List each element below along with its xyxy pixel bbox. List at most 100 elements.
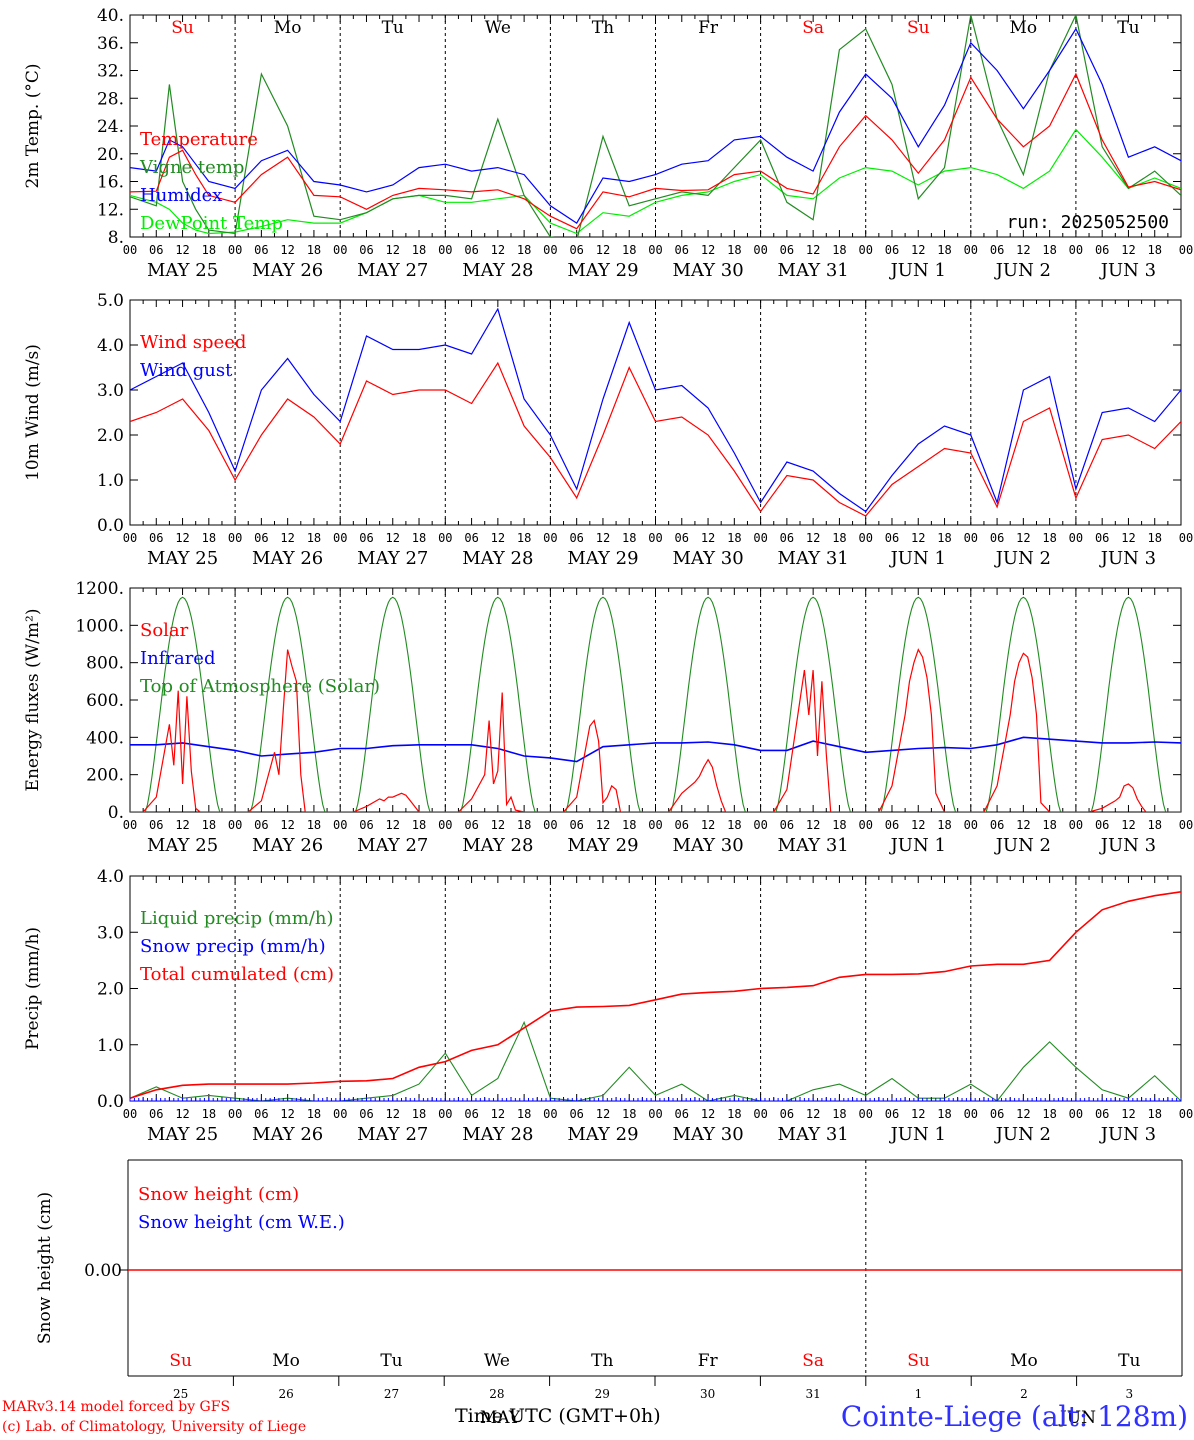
y-tick-label: 3.0 [97,923,124,943]
date-label: JUN 1 [889,835,946,856]
hour-tick-label: 00 [333,243,347,257]
day-of-week-label: Mo [1010,1351,1038,1371]
x-axis-title: Time UTC (GMT+0h) [455,1405,661,1427]
hour-tick-label: 00 [753,243,767,257]
hour-tick-label: 00 [438,243,452,257]
hour-tick-label: 12 [280,243,294,257]
hour-tick-label: 06 [675,818,689,832]
hour-tick-label: 12 [491,818,505,832]
hour-tick-label: 00 [648,531,662,545]
y-tick-label: 1.0 [97,1036,124,1056]
day-of-week-label: Fr [698,1351,719,1371]
hour-tick-label: 00 [1069,243,1083,257]
plot-frame [129,299,1182,526]
hour-tick-label: 00 [648,243,662,257]
day-of-week-label: Su [907,1351,930,1371]
hour-tick-label: 00 [1179,1107,1193,1121]
hour-tick-label: 12 [1016,1107,1030,1121]
hour-tick-label: 18 [937,243,951,257]
hour-tick-label: 06 [254,531,268,545]
date-label: JUN 3 [1099,835,1156,856]
hour-tick-label: 00 [438,1107,452,1121]
day-number-label: 1 [915,1387,923,1401]
hour-tick-label: 00 [228,818,242,832]
hour-tick-label: 12 [491,243,505,257]
date-label: MAY 28 [462,260,533,281]
hour-tick-label: 18 [412,531,426,545]
hour-tick-label: 18 [517,243,531,257]
date-label: MAY 27 [357,260,428,281]
hour-tick-label: 00 [964,531,978,545]
hour-tick-label: 06 [149,531,163,545]
hour-tick-label: 06 [1095,531,1109,545]
date-label: MAY 26 [252,835,323,856]
hour-tick-label: 18 [727,1107,741,1121]
date-label: JUN 3 [1099,1124,1156,1145]
hour-tick-label: 00 [858,531,872,545]
legend-entry: Vigne temp [139,157,244,178]
date-label: MAY 30 [672,260,743,281]
hour-tick-label: 06 [1095,243,1109,257]
hour-tick-label: 12 [911,1107,925,1121]
hour-tick-label: 06 [1095,818,1109,832]
hour-tick-label: 06 [675,531,689,545]
hour-tick-label: 12 [280,818,294,832]
hour-tick-label: 00 [648,1107,662,1121]
hour-tick-label: 06 [569,1107,583,1121]
hour-tick-label: 18 [832,818,846,832]
month-label: MAY [480,1408,521,1428]
date-label: MAY 27 [357,548,428,569]
y-axis-label: Precip (mm/h) [23,927,43,1050]
hour-tick-label: 12 [806,531,820,545]
day-of-week-label: Mo [274,18,302,38]
hour-tick-label: 12 [806,1107,820,1121]
date-label: MAY 25 [147,1124,218,1145]
y-tick-label: 20. [97,145,124,165]
hour-tick-label: 18 [1147,1107,1161,1121]
hour-tick-label: 12 [911,243,925,257]
month-label: JUN [1058,1408,1096,1428]
hour-tick-label: 12 [701,1107,715,1121]
date-label: MAY 30 [672,835,743,856]
hour-tick-label: 06 [990,531,1004,545]
date-label: MAY 25 [147,548,218,569]
hour-tick-label: 06 [569,243,583,257]
y-tick-label: 4.0 [97,336,124,356]
hour-tick-label: 12 [1016,243,1030,257]
legend-entry: Liquid precip (mm/h) [140,908,334,929]
y-tick-label: 600. [86,691,124,711]
date-label: JUN 1 [889,1124,946,1145]
date-label: MAY 29 [567,835,638,856]
hour-tick-label: 12 [806,818,820,832]
day-number-label: 2 [1020,1387,1028,1401]
hour-tick-label: 06 [464,1107,478,1121]
hour-tick-label: 18 [202,818,216,832]
legend-entry: Total cumulated (cm) [140,964,334,985]
date-label: MAY 26 [252,260,323,281]
hour-tick-label: 06 [464,818,478,832]
hour-tick-label: 06 [780,818,794,832]
series-line-2 [130,27,1181,224]
day-of-week-label: Sa [802,1351,824,1371]
day-of-week-label: Su [907,18,930,38]
y-tick-label: 1200. [75,579,124,599]
hour-tick-label: 18 [937,818,951,832]
series-line-0 [130,361,1181,517]
day-of-week-label: Th [592,18,614,38]
hour-tick-label: 00 [753,818,767,832]
hour-tick-label: 06 [885,1107,899,1121]
hour-tick-label: 00 [333,1107,347,1121]
day-number-label: 25 [173,1387,188,1401]
hour-tick-label: 06 [885,531,899,545]
hour-tick-label: 18 [622,243,636,257]
hour-tick-label: 18 [832,531,846,545]
hour-tick-label: 12 [911,818,925,832]
y-tick-label: 12. [97,200,124,220]
y-tick-label: 800. [86,654,124,674]
legend-entry: Infrared [140,648,215,669]
y-tick-label: 2.0 [97,426,124,446]
y-tick-label: 32. [97,62,124,82]
series-line-solar [130,648,1181,812]
hour-tick-label: 00 [333,818,347,832]
date-label: JUN 1 [889,548,946,569]
